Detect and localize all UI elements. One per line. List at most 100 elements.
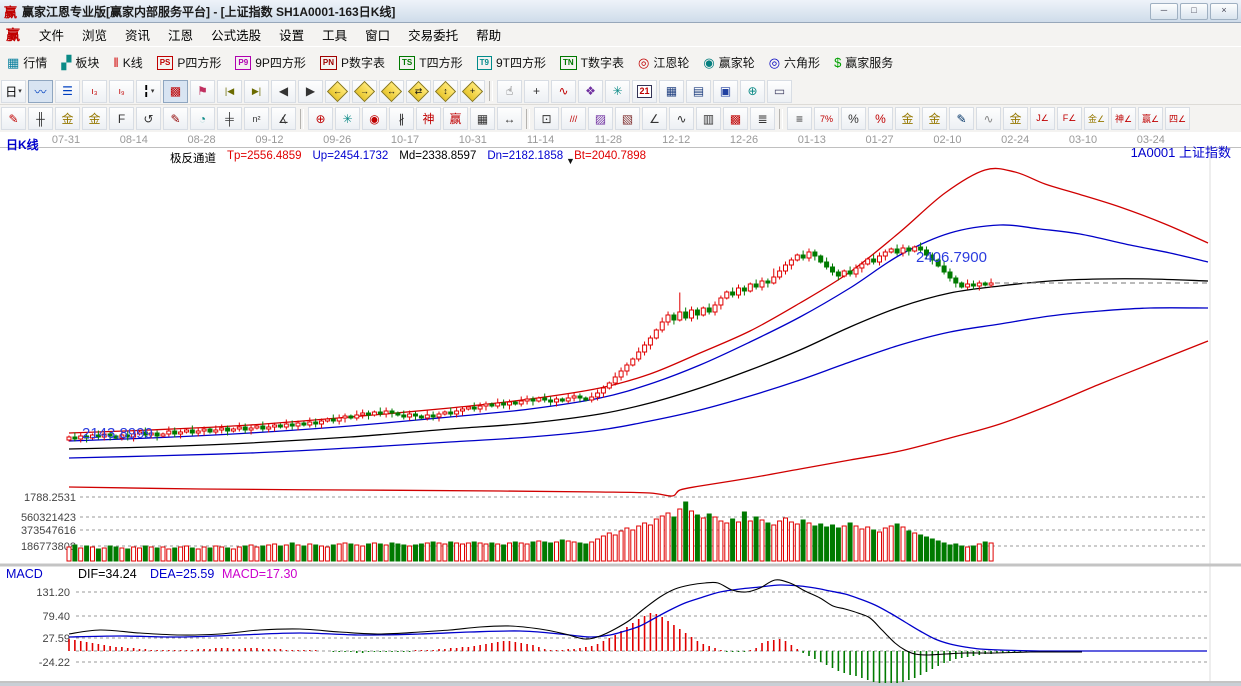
angle-line-button[interactable]: ∠ [642,107,667,130]
toolbar-item-t-number-table[interactable]: TN T数字表 [553,51,631,74]
toolbar-item-gann-wheel[interactable]: ◎ 江恩轮 [631,51,696,74]
maximize-button[interactable]: □ [1180,2,1208,20]
period-selector-button[interactable]: 日 ▾ [1,79,26,103]
n-square-tool-button[interactable]: n² [244,107,269,130]
toolbar-item-t-square[interactable]: TS T四方形 [392,51,470,74]
nav-first-button[interactable]: |◀ [217,79,242,103]
diamond-fit-all-button[interactable]: + [460,79,485,103]
pattern-view-button[interactable]: 〰 [28,79,53,103]
measure-tool-button[interactable]: ∿ [551,79,576,103]
gann-fan-tool-button[interactable]: ✳ [605,79,630,103]
toolbar-item-p-number-table[interactable]: PN P数字表 [313,51,392,74]
wave-angle-button[interactable]: ∿ [976,107,1001,130]
menu-江恩[interactable]: 江恩 [168,29,194,43]
bars-9-button[interactable]: ı₉ [109,79,134,103]
diamond-h-expand-button[interactable]: ↔ [379,79,404,103]
notes-button[interactable]: ▤ [686,79,711,103]
nav-last-button[interactable]: ▶| [244,79,269,103]
calculator-button[interactable]: ▦ [659,79,684,103]
percent-line-button[interactable]: % [868,107,893,130]
parallel-tool-button[interactable]: ∦ [389,107,414,130]
candle-style-button[interactable]: ╏ ▾ [136,79,161,103]
grid-123-button[interactable]: ▦ [470,107,495,130]
j-angle-button[interactable]: J∠ [1030,107,1055,130]
circle-angle-tool-button[interactable]: ◔ [190,107,215,130]
stats-bars-button[interactable]: ≡ [787,107,812,130]
color-flag-button[interactable]: ⚑ [190,79,215,103]
gold-circle-button[interactable]: 金 [895,107,920,130]
fan-red-button[interactable]: /// [561,107,586,130]
tick-ruler-button[interactable]: ╪ [217,107,242,130]
menu-浏览[interactable]: 浏览 [82,29,108,43]
fan-purple-button[interactable]: ▨ [588,107,613,130]
win-grid-button[interactable]: 赢 [443,107,468,130]
menu-工具[interactable]: 工具 [322,29,348,43]
diamond-right-button[interactable]: → [352,79,377,103]
gann-box-tool-button[interactable]: ❖ [578,79,603,103]
fan-dark-button[interactable]: ▧ [615,107,640,130]
nav-next-button[interactable]: ▶ [298,79,323,103]
gold-line-button[interactable]: 金 [1003,107,1028,130]
spiral-tool-button[interactable]: ↺ [136,107,161,130]
toolbar-item-hexagon[interactable]: ◎ 六角形 [762,51,827,74]
menu-文件[interactable]: 文件 [39,29,65,43]
corner-box-tool-button[interactable]: ⊡ [534,107,559,130]
target-dots-button[interactable]: ✳ [335,107,360,130]
lines-tool-button[interactable]: ≣ [750,107,775,130]
toolbar-item-winner-service[interactable]: $ 赢家服务 [827,51,900,74]
nav-prev-button[interactable]: ◀ [271,79,296,103]
crosshair-tool-button[interactable]: + [524,79,549,103]
diamond-h-shrink-button[interactable]: ⇄ [406,79,431,103]
percent-7-button[interactable]: 7% [814,107,839,130]
target-red-button[interactable]: ⊕ [308,107,333,130]
toolbar-item-sectors[interactable]: ▞ 板块 [54,51,106,74]
gold-circle-line-button[interactable]: 金 [922,107,947,130]
percent-button[interactable]: % [841,107,866,130]
network-button[interactable]: ⊕ [740,79,765,103]
angle-tool-button[interactable]: ∡ [271,107,296,130]
toolbar-item-winner-wheel[interactable]: ◉ 赢家轮 [696,51,761,74]
menu-资讯[interactable]: 资讯 [125,29,151,43]
info-panel-button[interactable]: ☰ [55,79,80,103]
toolbar-item-quotes[interactable]: ▦ 行情 [0,51,54,74]
red-brush-2-button[interactable]: ✎ [163,107,188,130]
toolbar-item-9p-square[interactable]: P9 9P四方形 [228,51,312,74]
wave-tool-button[interactable]: ∿ [669,107,694,130]
print-button[interactable]: ▭ [767,79,792,103]
diamond-v-scale-button[interactable]: ↕ [433,79,458,103]
hand-tool-button[interactable]: ☝ [497,79,522,103]
close-button[interactable]: × [1210,2,1238,20]
calendar-21-button[interactable]: 21 [632,79,657,103]
kline-brush-button[interactable]: ✎ [949,107,974,130]
gold-angle-button[interactable]: 金∠ [1084,107,1109,130]
red-brush-button[interactable]: ✎ [1,107,26,130]
menu-设置[interactable]: 设置 [279,29,305,43]
grid-ruler-button[interactable]: ╫ [28,107,53,130]
width-measure-button[interactable]: ↔ [497,107,522,130]
grid-red-button[interactable]: ▩ [723,107,748,130]
pattern-box-button[interactable]: ▩ [163,79,188,103]
diamond-left-button[interactable]: ← [325,79,350,103]
gold-square-2-button[interactable]: 金 [82,107,107,130]
menu-公式选股[interactable]: 公式选股 [211,29,262,43]
menu-帮助[interactable]: 帮助 [476,29,502,43]
chart-area[interactable]: 07-31 08-14 08-28 09-12 09-26 10-17 10-31 11-14… [0,132,1241,683]
grid-fine-button[interactable]: ▥ [696,107,721,130]
target-grid-button[interactable]: ◉ [362,107,387,130]
bars-3-button[interactable]: ı₃ [82,79,107,103]
f-tool-button[interactable]: F [109,107,134,130]
menu-窗口[interactable]: 窗口 [365,29,391,43]
toolbar-item-p-square[interactable]: PS P四方形 [150,51,229,74]
toolbar-item-kline[interactable]: ‖ K线 [106,51,149,74]
win-angle-button[interactable]: 赢∠ [1138,107,1163,130]
toolbar-item-9t-square[interactable]: T9 9T四方形 [470,51,553,74]
god-angle-button[interactable]: 神∠ [1111,107,1136,130]
kline-chart-canvas[interactable]: 07-31 08-14 08-28 09-12 09-26 10-17 10-31 11-14… [0,132,1241,683]
f-angle-button[interactable]: F∠ [1057,107,1082,130]
minimize-button[interactable]: ─ [1150,2,1178,20]
gold-square-button[interactable]: 金 [55,107,80,130]
four-angle-button[interactable]: 四∠ [1165,107,1190,130]
menu-交易委托[interactable]: 交易委托 [408,29,459,43]
save-button[interactable]: ▣ [713,79,738,103]
god-grid-button[interactable]: 神 [416,107,441,130]
